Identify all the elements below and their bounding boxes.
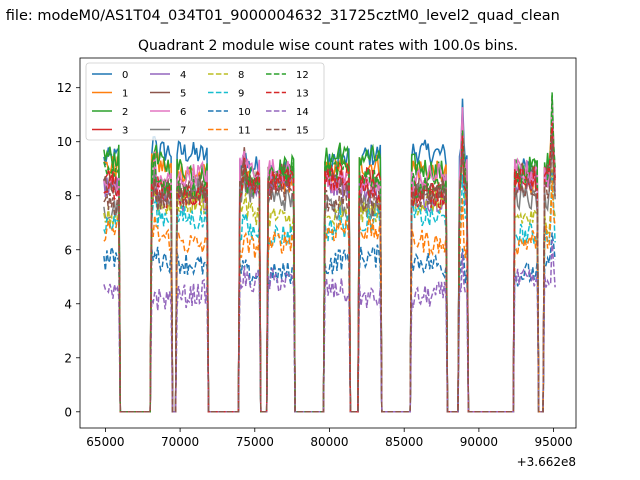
- legend-label-14: 14: [296, 107, 309, 118]
- legend-label-1: 1: [122, 89, 128, 100]
- legend-label-8: 8: [238, 70, 244, 81]
- y-axis: 0 2 4 6 8 10 12: [57, 81, 80, 419]
- legend-label-6: 6: [180, 107, 186, 118]
- y-tick-label: 2: [64, 351, 72, 365]
- chart-title: Quadrant 2 module wise count rates with …: [138, 38, 518, 54]
- legend-label-5: 5: [180, 89, 186, 100]
- legend-label-0: 0: [122, 70, 128, 81]
- y-tick-label: 0: [64, 405, 72, 419]
- series-lines: [103, 92, 556, 413]
- x-tick-label: 85000: [385, 435, 423, 449]
- plot-area-frame: [79, 57, 577, 429]
- x-tick-label: 65000: [86, 435, 124, 449]
- legend-label-4: 4: [180, 70, 186, 81]
- chart-suptitle: n file: modeM0/AS1T04_034T01_9000004632_…: [0, 8, 560, 24]
- y-tick-label: 12: [57, 81, 72, 95]
- legend-label-3: 3: [122, 126, 128, 137]
- y-tick-label: 8: [64, 189, 72, 203]
- legend-label-12: 12: [296, 70, 309, 81]
- legend-label-2: 2: [122, 107, 128, 118]
- legend-box: [85, 62, 325, 141]
- legend-label-13: 13: [296, 89, 309, 100]
- y-tick-label: 4: [64, 297, 72, 311]
- y-tick-label: 10: [57, 135, 72, 149]
- legend-label-7: 7: [180, 126, 186, 137]
- x-tick-label: 90000: [460, 435, 498, 449]
- series-line-10: [103, 232, 556, 413]
- x-tick-label: 70000: [161, 435, 199, 449]
- legend-label-11: 11: [238, 126, 251, 137]
- x-offset-label: +3.662e8: [517, 455, 576, 469]
- x-tick-label: 80000: [310, 435, 348, 449]
- x-axis: 65000 70000 75000 80000 85000 90000 95000: [86, 428, 573, 449]
- legend-label-15: 15: [296, 126, 309, 137]
- legend-label-9: 9: [238, 89, 244, 100]
- y-tick-label: 6: [64, 243, 72, 257]
- series-line-15: [103, 133, 556, 413]
- legend-label-10: 10: [238, 107, 251, 118]
- x-tick-label: 75000: [236, 435, 274, 449]
- x-tick-label: 95000: [534, 435, 572, 449]
